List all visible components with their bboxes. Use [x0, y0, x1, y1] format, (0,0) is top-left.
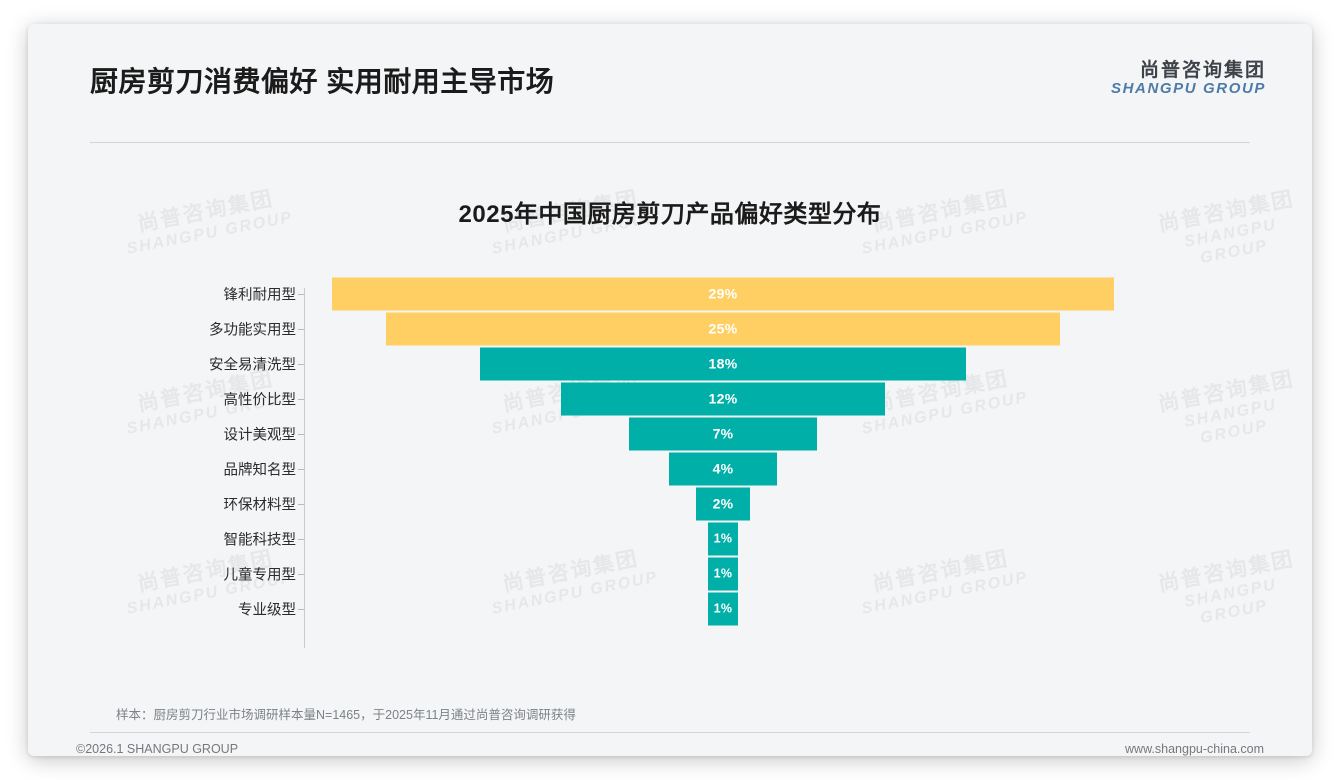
chart-row: 多功能实用型 25%	[28, 311, 1312, 346]
slide-footer: ©2026.1 SHANGPU GROUP www.shangpu-china.…	[28, 732, 1312, 756]
slide-header: 厨房剪刀消费偏好 实用耐用主导市场 尚普咨询集团 SHANGPU GROUP	[28, 24, 1312, 116]
funnel-bar[interactable]: 1%	[708, 592, 738, 625]
funnel-bar[interactable]: 18%	[480, 347, 966, 380]
axis-tick	[298, 293, 304, 295]
chart-row: 设计美观型 7%	[28, 416, 1312, 451]
chart-row: 锋利耐用型 29%	[28, 276, 1312, 311]
footer-divider	[90, 732, 1250, 733]
category-label: 专业级型	[238, 602, 296, 618]
category-label: 设计美观型	[223, 427, 297, 443]
page-title: 厨房剪刀消费偏好 实用耐用主导市场	[90, 66, 555, 97]
copyright-text: ©2026.1 SHANGPU GROUP	[76, 742, 239, 756]
chart-rows: 锋利耐用型 29% 多功能实用型 25% 安全易清洗型 18% 高性价比型 12% 设计美观型 7…	[28, 264, 1312, 664]
axis-tick	[298, 433, 304, 435]
brand-logo-cn: 尚普咨询集团	[1139, 60, 1266, 81]
axis-tick	[298, 468, 304, 470]
bar-value-label: 18%	[708, 355, 738, 372]
bar-value-label: 7%	[712, 425, 734, 442]
category-label: 智能科技型	[223, 532, 297, 548]
sample-footnote: 样本：厨房剪刀行业市场调研样本量N=1465，于2025年11月通过尚普咨询调研…	[116, 708, 576, 722]
axis-tick	[298, 503, 304, 505]
bar-value-label: 1%	[713, 531, 733, 546]
chart-row: 高性价比型 12%	[28, 381, 1312, 416]
chart-row: 品牌知名型 4%	[28, 451, 1312, 486]
chart-row: 儿童专用型 1%	[28, 556, 1312, 591]
category-label: 安全易清洗型	[209, 357, 296, 373]
chart-row: 环保材料型 2%	[28, 486, 1312, 521]
bar-value-label: 2%	[712, 495, 734, 512]
chart-row: 专业级型 1%	[28, 591, 1312, 626]
bar-value-label: 12%	[708, 390, 738, 407]
slide-canvas: 尚普咨询集团 SHANGPU GROUP 尚普咨询集团 SHANGPU GROUP 尚普…	[28, 24, 1312, 756]
bar-value-label: 1%	[713, 601, 733, 616]
funnel-bar[interactable]: 2%	[696, 487, 750, 520]
category-label: 多功能实用型	[209, 322, 296, 338]
chart-row: 安全易清洗型 18%	[28, 346, 1312, 381]
chart-title: 2025年中国厨房剪刀产品偏好类型分布	[458, 201, 882, 228]
category-axis-line	[304, 288, 305, 648]
funnel-chart: 锋利耐用型 29% 多功能实用型 25% 安全易清洗型 18% 高性价比型 12% 设计美观型 7…	[28, 264, 1312, 664]
bar-value-label: 29%	[708, 285, 738, 302]
axis-tick	[298, 363, 304, 365]
axis-tick	[298, 328, 304, 330]
funnel-bar[interactable]: 7%	[628, 417, 818, 450]
axis-tick	[298, 398, 304, 400]
bar-value-label: 25%	[708, 320, 738, 337]
website-text[interactable]: www.shangpu-china.com	[1125, 742, 1264, 756]
category-label: 品牌知名型	[223, 462, 297, 478]
category-label: 高性价比型	[223, 392, 297, 408]
funnel-bar[interactable]: 1%	[708, 522, 738, 555]
category-label: 环保材料型	[223, 497, 297, 513]
funnel-bar[interactable]: 1%	[708, 557, 738, 590]
axis-tick	[298, 573, 304, 575]
funnel-bar[interactable]: 4%	[669, 452, 777, 485]
header-divider	[90, 142, 1250, 143]
category-label: 锋利耐用型	[223, 287, 297, 303]
chart-row: 智能科技型 1%	[28, 521, 1312, 556]
brand-logo: 尚普咨询集团 SHANGPU GROUP	[1111, 60, 1266, 98]
bar-value-label: 1%	[713, 566, 733, 581]
funnel-bar[interactable]: 25%	[385, 312, 1061, 345]
brand-logo-en: SHANGPU GROUP	[1111, 80, 1266, 98]
bar-value-label: 4%	[712, 460, 734, 477]
funnel-bar[interactable]: 29%	[332, 277, 1114, 310]
axis-tick	[298, 538, 304, 540]
funnel-bar[interactable]: 12%	[561, 382, 885, 415]
axis-tick	[298, 608, 304, 610]
category-label: 儿童专用型	[223, 567, 297, 583]
